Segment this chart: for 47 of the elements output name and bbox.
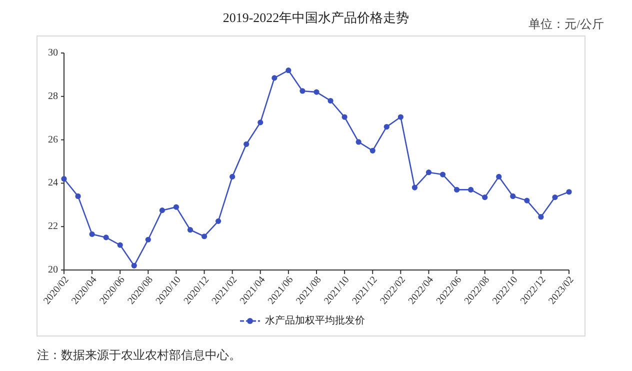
point <box>538 214 544 220</box>
point <box>300 88 306 94</box>
point <box>159 208 165 214</box>
point <box>566 189 572 195</box>
text: 单位：元/公斤 <box>528 17 604 31</box>
point <box>440 172 446 178</box>
y-tick-label: 28 <box>48 90 58 102</box>
point <box>524 198 530 204</box>
point <box>103 234 109 240</box>
point <box>272 75 278 81</box>
point <box>216 218 222 224</box>
point <box>230 174 236 180</box>
legend-label: 水产品加权平均批发价 <box>265 314 365 326</box>
text: 注：数据来源于农业农村部信息中心。 <box>37 348 241 362</box>
point <box>145 236 151 242</box>
point <box>342 114 348 120</box>
point <box>314 89 320 95</box>
point <box>117 242 123 248</box>
point <box>89 231 95 237</box>
point <box>426 170 432 176</box>
y-tick-label: 20 <box>48 264 58 276</box>
y-tick-label: 22 <box>48 221 58 232</box>
point <box>244 141 250 147</box>
point <box>398 114 404 120</box>
y-tick-label: 26 <box>48 134 58 146</box>
point <box>187 227 194 233</box>
point <box>201 234 208 240</box>
point <box>328 98 334 104</box>
point <box>356 139 362 145</box>
point <box>370 148 376 154</box>
point <box>75 193 81 200</box>
chart-title: 2019-2022年中国水产品价格走势 <box>222 10 410 25</box>
point <box>412 184 418 190</box>
point <box>258 120 264 126</box>
point <box>286 68 292 74</box>
point <box>131 262 137 268</box>
point <box>552 194 558 200</box>
point <box>468 186 474 193</box>
point <box>173 204 180 210</box>
y-tick-label: 30 <box>48 48 58 58</box>
point <box>496 174 502 180</box>
point <box>384 124 390 130</box>
point <box>454 186 460 193</box>
y-tick-label: 24 <box>48 178 58 189</box>
point <box>482 194 488 200</box>
point <box>61 176 67 182</box>
point <box>510 193 516 200</box>
